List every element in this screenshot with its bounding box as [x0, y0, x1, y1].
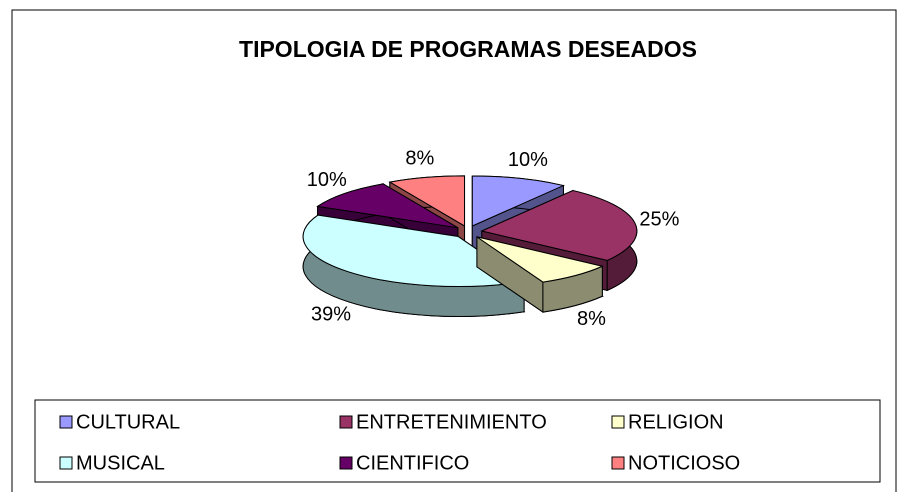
legend-label: RELIGION: [628, 411, 724, 433]
slice-top: [302, 214, 526, 287]
data-label: 10%: [508, 149, 548, 171]
pie-slice: [476, 235, 604, 314]
data-label: 8%: [405, 148, 434, 170]
legend-swatch: [59, 456, 73, 470]
data-label: 25%: [639, 209, 679, 231]
legend-label: MUSICAL: [76, 452, 165, 474]
legend-swatch: [611, 415, 625, 429]
slice-top: [476, 236, 604, 283]
legend-swatch: [339, 456, 353, 470]
data-label: 39%: [311, 303, 351, 325]
legend-swatch: [611, 456, 625, 470]
legend-swatch: [339, 415, 353, 429]
legend-label: CULTURAL: [76, 411, 180, 433]
legend-label: NOTICIOSO: [628, 452, 740, 474]
legend-label: CIENTIFICO: [356, 452, 469, 474]
slice-top: [316, 183, 459, 229]
chart-title: TIPOLOGIA DE PROGRAMAS DESEADOS: [239, 36, 697, 62]
legend-label: ENTRETENIMIENTO: [356, 411, 547, 433]
data-label: 10%: [307, 169, 347, 191]
slice-top: [480, 190, 638, 261]
slice-top: [388, 175, 466, 227]
slice-top: [471, 175, 565, 227]
pie-slice: [302, 214, 526, 317]
legend-box: [34, 399, 881, 483]
legend-swatch: [59, 415, 73, 429]
data-label: 8%: [577, 308, 606, 330]
